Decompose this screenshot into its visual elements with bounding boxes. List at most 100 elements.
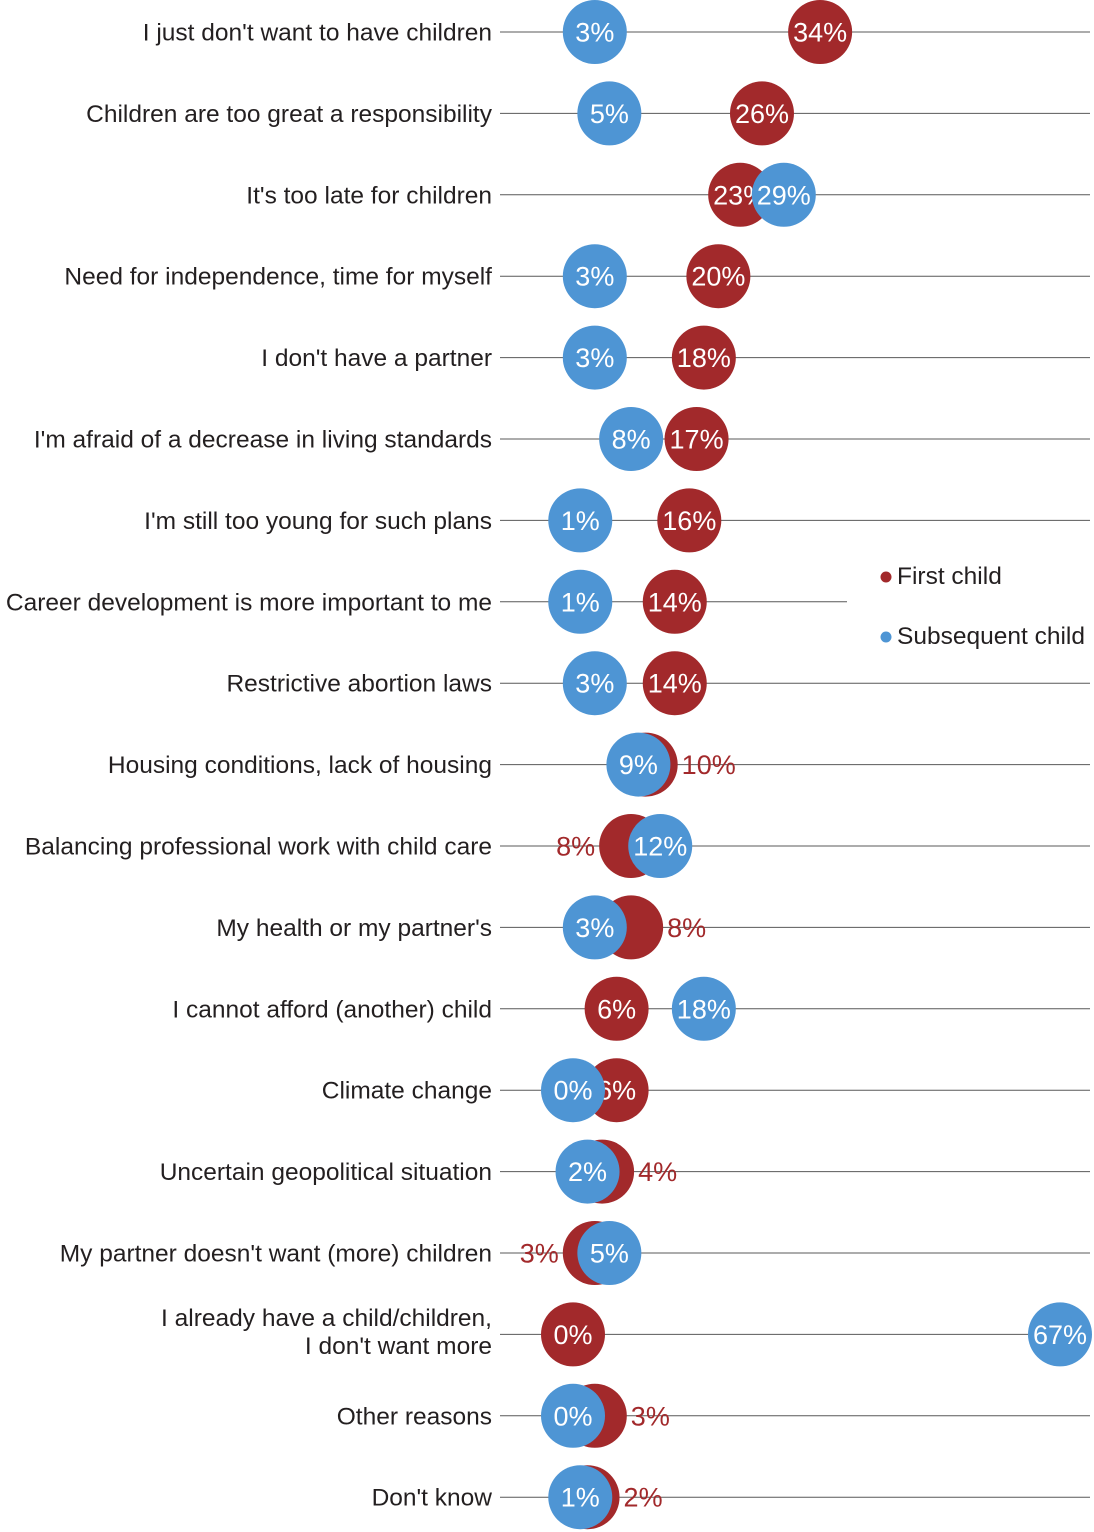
first-child-value-label: 34% <box>793 18 847 48</box>
subsequent-child-dot <box>548 1465 613 1530</box>
category-label-line: I don't want more <box>305 1333 492 1360</box>
category-label: It's too late for children <box>246 182 492 209</box>
subsequent-child-value: 5 <box>590 99 605 129</box>
category-row: Children are too great a responsibility 2… <box>86 81 1090 146</box>
category-row: Restrictive abortion laws 14% 3% <box>226 651 1090 716</box>
category-label: Climate change <box>322 1078 492 1105</box>
first-child-dot <box>657 488 722 553</box>
category-row: I'm still too young for such plans 16%1% <box>144 488 1090 553</box>
subsequent-child-dot <box>548 488 613 553</box>
first-child-value: 17 <box>670 425 700 455</box>
subsequent-child-value: 29 <box>757 180 787 210</box>
category-label: Career development is more important to … <box>6 589 492 616</box>
category-label: I don't have a partner <box>261 345 492 372</box>
subsequent-child-value: 67 <box>1033 1320 1063 1350</box>
value-suffix: % <box>765 99 789 129</box>
first-child-value-label: 14% <box>648 669 702 699</box>
subsequent-child-value-label: 0% <box>553 1401 592 1431</box>
first-child-value-label: 26% <box>735 99 789 129</box>
category-row: Uncertain geopolitical situation 4% 2% <box>160 1139 1090 1204</box>
subsequent-child-dot <box>541 1383 605 1448</box>
first-child-value-label: 3% <box>520 1239 559 1269</box>
value-suffix: % <box>569 1076 593 1106</box>
category-row: Career development is more important to … <box>6 569 847 634</box>
value-suffix: % <box>576 506 600 536</box>
value-suffix: % <box>612 1076 636 1106</box>
subsequent-child-value-label: 3% <box>575 262 614 292</box>
value-suffix: % <box>653 1157 677 1187</box>
subsequent-child-value-label: 29% <box>757 180 811 210</box>
subsequent-child-dot <box>577 81 642 146</box>
value-suffix: % <box>612 994 636 1024</box>
subsequent-child-value: 1 <box>561 1483 576 1513</box>
value-suffix: % <box>634 750 658 780</box>
value-suffix: % <box>627 425 651 455</box>
category-row: My partner doesn't want (more) children 3… <box>60 1221 1090 1285</box>
first-child-dot <box>664 407 729 471</box>
subsequent-child-dot <box>541 1058 605 1123</box>
first-child-dot <box>729 81 794 146</box>
subsequent-child-value-label: 3% <box>575 669 614 699</box>
value-suffix: % <box>576 1483 600 1513</box>
category-row: Don't know 2%1% <box>372 1465 1090 1530</box>
first-child-value: 3 <box>631 1401 646 1431</box>
value-suffix: % <box>678 669 702 699</box>
value-suffix: % <box>605 1239 629 1269</box>
legend-first-child-label: First child <box>897 563 1002 590</box>
subsequent-child-value: 3 <box>575 343 590 373</box>
first-child-value-label: 18% <box>677 343 731 373</box>
legend-first-child-swatch <box>880 571 892 583</box>
category-label: My partner doesn't want (more) children <box>60 1241 492 1268</box>
subsequent-child-dot <box>577 1221 642 1285</box>
category-label: Restrictive abortion laws <box>226 671 492 698</box>
chart-rows: I just don't want to have children 34%3%C… <box>6 0 1092 1530</box>
value-suffix: % <box>1063 1320 1087 1350</box>
subsequent-child-value-label: 3% <box>575 913 614 943</box>
value-suffix: % <box>707 343 731 373</box>
subsequent-child-dot <box>1028 1302 1092 1367</box>
category-label: Uncertain geopolitical situation <box>160 1159 492 1186</box>
subsequent-child-value-label: 2% <box>568 1157 607 1187</box>
value-suffix: % <box>590 669 614 699</box>
first-child-value-label: 8% <box>667 913 706 943</box>
first-child-dot <box>642 651 707 716</box>
first-child-value-label: 16% <box>662 506 716 536</box>
first-child-value: 8 <box>556 832 571 862</box>
value-suffix: % <box>569 1401 593 1431</box>
subsequent-child-value: 18 <box>677 994 707 1024</box>
subsequent-child-value-label: 3% <box>575 343 614 373</box>
value-suffix: % <box>583 1157 607 1187</box>
subsequent-child-value: 9 <box>619 750 634 780</box>
first-child-value: 18 <box>677 343 707 373</box>
legend-subsequent-child-label: Subsequent child <box>897 623 1085 650</box>
category-label: I just don't want to have children <box>143 20 492 47</box>
value-suffix: % <box>712 750 736 780</box>
subsequent-child-value: 0 <box>553 1401 568 1431</box>
first-child-value-label: 0% <box>553 1320 592 1350</box>
first-child-value-label: 4% <box>638 1157 677 1187</box>
subsequent-child-dot <box>562 325 627 390</box>
first-child-value-label: 10% <box>682 750 736 780</box>
category-row: I don't have a partner 18% 3% <box>261 325 1090 390</box>
value-suffix: % <box>646 1401 670 1431</box>
first-child-dot <box>642 569 707 634</box>
legend-subsequent-child-swatch <box>880 631 892 643</box>
value-suffix: % <box>571 832 595 862</box>
subsequent-child-value: 8 <box>612 425 627 455</box>
category-label-line: I already have a child/children, <box>161 1305 492 1332</box>
first-child-value: 6 <box>597 994 612 1024</box>
first-child-value: 26 <box>735 99 765 129</box>
first-child-value: 10 <box>682 750 712 780</box>
first-child-value: 3 <box>520 1239 535 1269</box>
category-label: Housing conditions, lack of housing <box>108 752 492 779</box>
value-suffix: % <box>569 1320 593 1350</box>
first-child-value: 8 <box>667 913 682 943</box>
first-child-value: 0 <box>553 1320 568 1350</box>
subsequent-child-value: 3 <box>575 18 590 48</box>
subsequent-child-value: 3 <box>575 669 590 699</box>
first-child-dot <box>671 325 736 390</box>
subsequent-child-value-label: 67% <box>1033 1320 1087 1350</box>
first-child-value-label: 14% <box>648 587 702 617</box>
value-suffix: % <box>700 425 724 455</box>
first-child-dot <box>686 244 751 309</box>
